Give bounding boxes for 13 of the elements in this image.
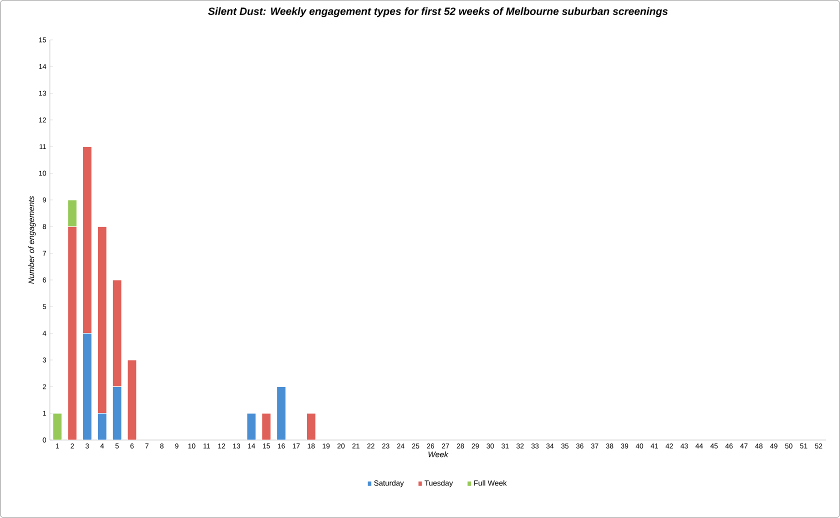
- bar: [68, 200, 78, 227]
- chart-title: Silent Dust: Weekly engagement types for first 52 weeks of Melbourne suburban screenings: [208, 7, 668, 18]
- bar: [68, 226, 78, 440]
- bar: [262, 413, 272, 440]
- bar: [97, 226, 107, 414]
- bar: [276, 386, 286, 440]
- bar: [246, 413, 256, 440]
- bar: [82, 146, 92, 334]
- bar: [112, 280, 122, 387]
- bar: [306, 413, 316, 440]
- y-axis-title: Number of engagements: [28, 196, 36, 284]
- bar: [52, 413, 62, 440]
- x-axis-title: Week: [428, 451, 448, 458]
